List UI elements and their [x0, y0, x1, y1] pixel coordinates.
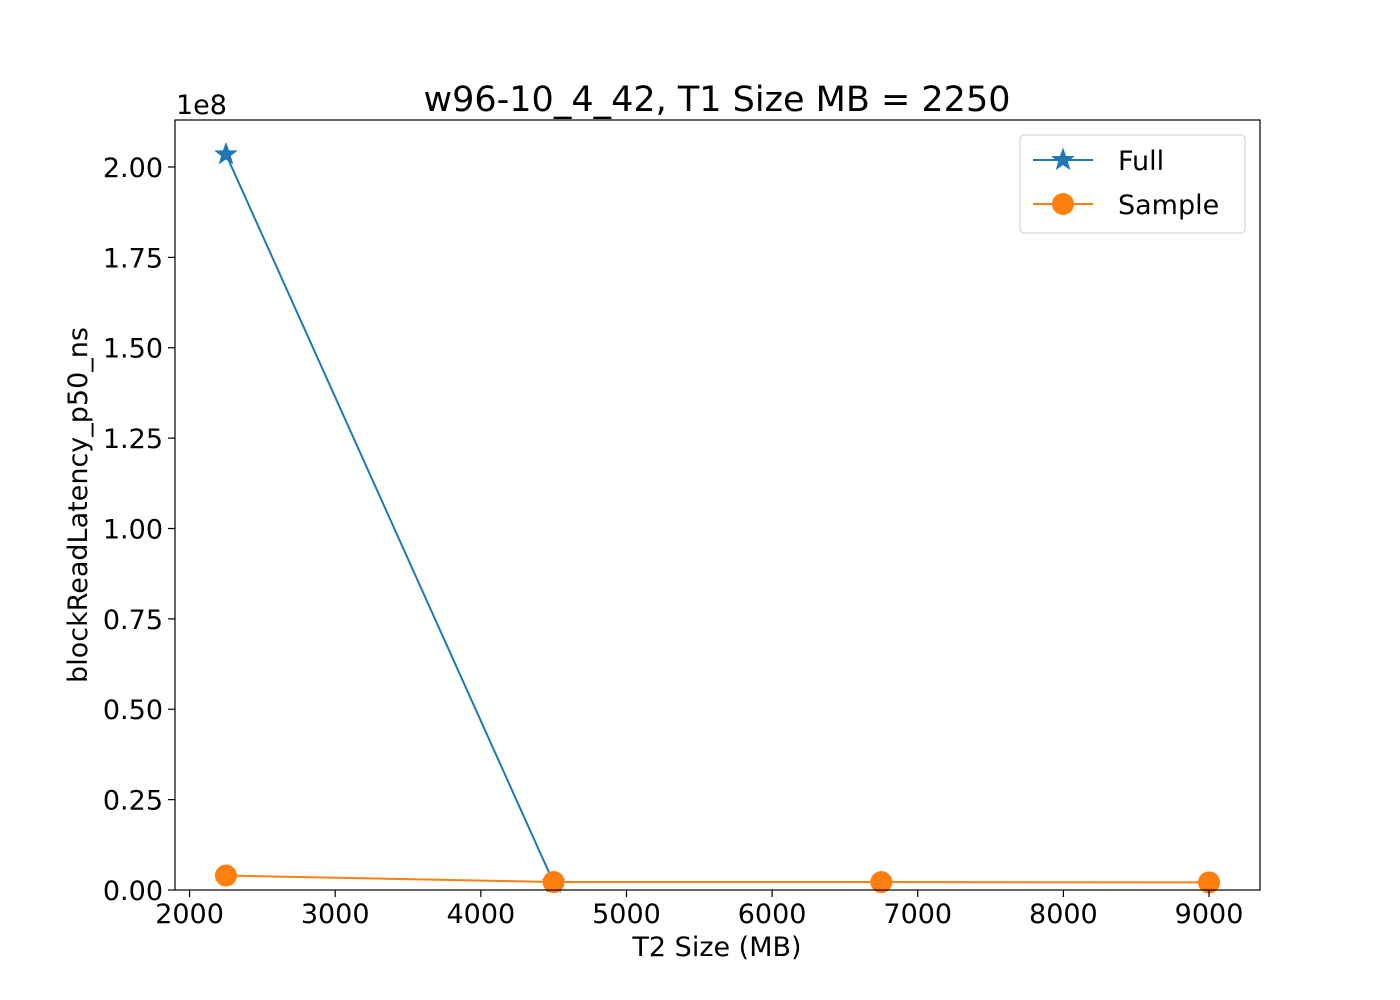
x-tick-label: 5000 — [592, 899, 661, 930]
data-point-sample — [870, 871, 893, 894]
y-offset-label: 1e8 — [176, 90, 227, 121]
legend-label-full: Full — [1118, 146, 1164, 177]
y-tick-label: 0.75 — [103, 605, 163, 636]
y-tick-label: 0.00 — [103, 876, 163, 907]
series-line-full — [225, 153, 555, 884]
x-tick-label: 9000 — [1175, 899, 1244, 930]
data-point-sample — [1198, 871, 1221, 894]
series-line-sample — [225, 874, 1210, 884]
x-axis-label: T2 Size (MB) — [631, 932, 801, 963]
y-tick-label: 1.25 — [103, 424, 163, 455]
plot-area — [214, 141, 1221, 894]
x-tick-label: 3000 — [301, 899, 370, 930]
data-point-sample — [542, 871, 565, 894]
x-tick-label: 4000 — [446, 899, 515, 930]
y-tick-label: 0.25 — [103, 786, 163, 817]
x-tick-label: 7000 — [883, 899, 952, 930]
y-axis: 0.00 0.25 0.50 0.75 1.00 1.25 1.50 1.75 2.00 — [103, 153, 175, 907]
chart-title: w96-10_4_42, T1 Size MB = 2250 — [424, 80, 1011, 120]
x-tick-label: 6000 — [738, 899, 807, 930]
x-axis: 2000 3000 4000 5000 6000 7000 8000 9000 — [155, 890, 1243, 930]
y-tick-label: 2.00 — [103, 153, 163, 184]
legend: Full Sample — [1019, 134, 1246, 234]
x-tick-label: 2000 — [155, 899, 224, 930]
x-tick-label: 8000 — [1029, 899, 1098, 930]
y-tick-label: 1.75 — [103, 243, 163, 274]
y-tick-label: 0.50 — [103, 695, 163, 726]
legend-marker-full — [1051, 147, 1075, 171]
y-tick-label: 1.00 — [103, 514, 163, 545]
legend-label-sample: Sample — [1118, 190, 1219, 221]
data-point-full — [214, 141, 238, 165]
legend-marker-sample — [1052, 193, 1074, 215]
y-axis-label: blockReadLatency_p50_ns — [63, 327, 94, 683]
y-tick-label: 1.50 — [103, 334, 163, 365]
axes-frame — [174, 119, 1261, 891]
data-point-sample — [214, 864, 237, 887]
